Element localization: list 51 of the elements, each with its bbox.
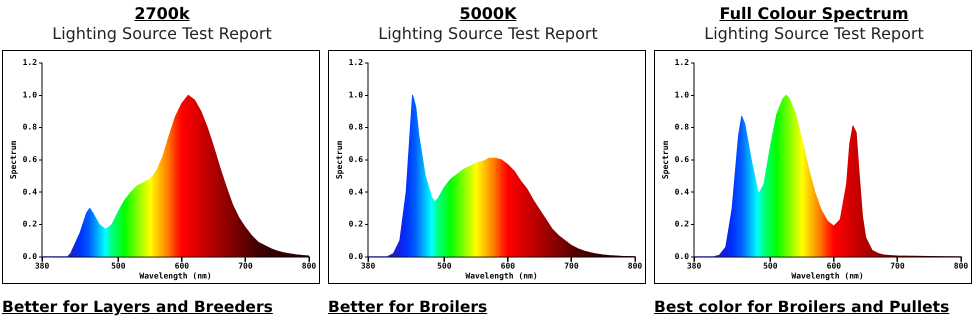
x-axis-title: Wavelength (nm) [139, 271, 212, 280]
y-tick-label: 0.2 [674, 220, 690, 229]
x-tick-label: 800 [954, 262, 968, 271]
x-tick-label: 500 [437, 262, 452, 271]
chart-title: 5000K [458, 4, 518, 24]
y-tick-label: 0.6 [22, 154, 38, 164]
x-tick-label: 800 [302, 262, 316, 271]
x-tick-label: 380 [34, 262, 50, 271]
y-tick-label: 0.4 [674, 187, 690, 196]
x-tick-label: 700 [238, 262, 253, 271]
y-tick-label: 1.0 [674, 90, 690, 100]
chart-title: Full Colour Spectrum [718, 4, 910, 24]
x-axis-title: Wavelength (nm) [791, 271, 864, 280]
chart-subtitle: Lighting Source Test Report [51, 24, 273, 45]
y-tick-label: 1.0 [348, 90, 364, 100]
y-tick-label: 0.8 [348, 122, 364, 132]
chart-subtitle: Lighting Source Test Report [703, 24, 925, 45]
y-axis-title: Spectrum [660, 140, 670, 180]
y-tick-label: 0.8 [674, 122, 690, 132]
x-tick-label: 600 [174, 262, 190, 271]
y-axis-title: Spectrum [334, 140, 344, 180]
y-axis-title: Spectrum [8, 140, 18, 180]
y-tick-label: 0.2 [348, 220, 364, 229]
y-tick-label: 1.2 [674, 58, 690, 68]
text: Best color for Broilers and Pullets [654, 298, 950, 316]
y-tick-label: 0.4 [22, 187, 38, 196]
x-tick-label: 700 [890, 262, 905, 271]
x-tick-label: 500 [763, 262, 778, 271]
y-tick-label: 0.0 [348, 252, 364, 261]
y-tick-label: 0.8 [22, 122, 38, 132]
x-tick-label: 380 [360, 262, 376, 271]
y-tick-label: 0.0 [22, 252, 38, 261]
y-tick-label: 0.6 [674, 154, 690, 164]
y-tick-label: 0.6 [348, 154, 364, 164]
x-tick-label: 500 [111, 262, 126, 271]
text: Better for Broilers [328, 298, 488, 316]
x-tick-label: 600 [500, 262, 516, 271]
text: Better for Layers and Breeders [2, 298, 274, 316]
y-tick-label: 0.0 [674, 252, 690, 261]
y-tick-label: 1.0 [22, 90, 38, 100]
x-axis-title: Wavelength (nm) [465, 271, 538, 280]
chart-subtitle: Lighting Source Test Report [377, 24, 599, 45]
y-tick-label: 0.4 [348, 187, 364, 196]
y-tick-label: 1.2 [348, 58, 364, 68]
x-tick-label: 700 [564, 262, 579, 271]
x-tick-label: 380 [686, 262, 702, 271]
chart-title: 2700k [133, 4, 191, 24]
x-tick-label: 800 [628, 262, 642, 271]
y-tick-label: 1.2 [22, 58, 38, 68]
x-tick-label: 600 [826, 262, 842, 271]
y-tick-label: 0.2 [22, 220, 38, 229]
